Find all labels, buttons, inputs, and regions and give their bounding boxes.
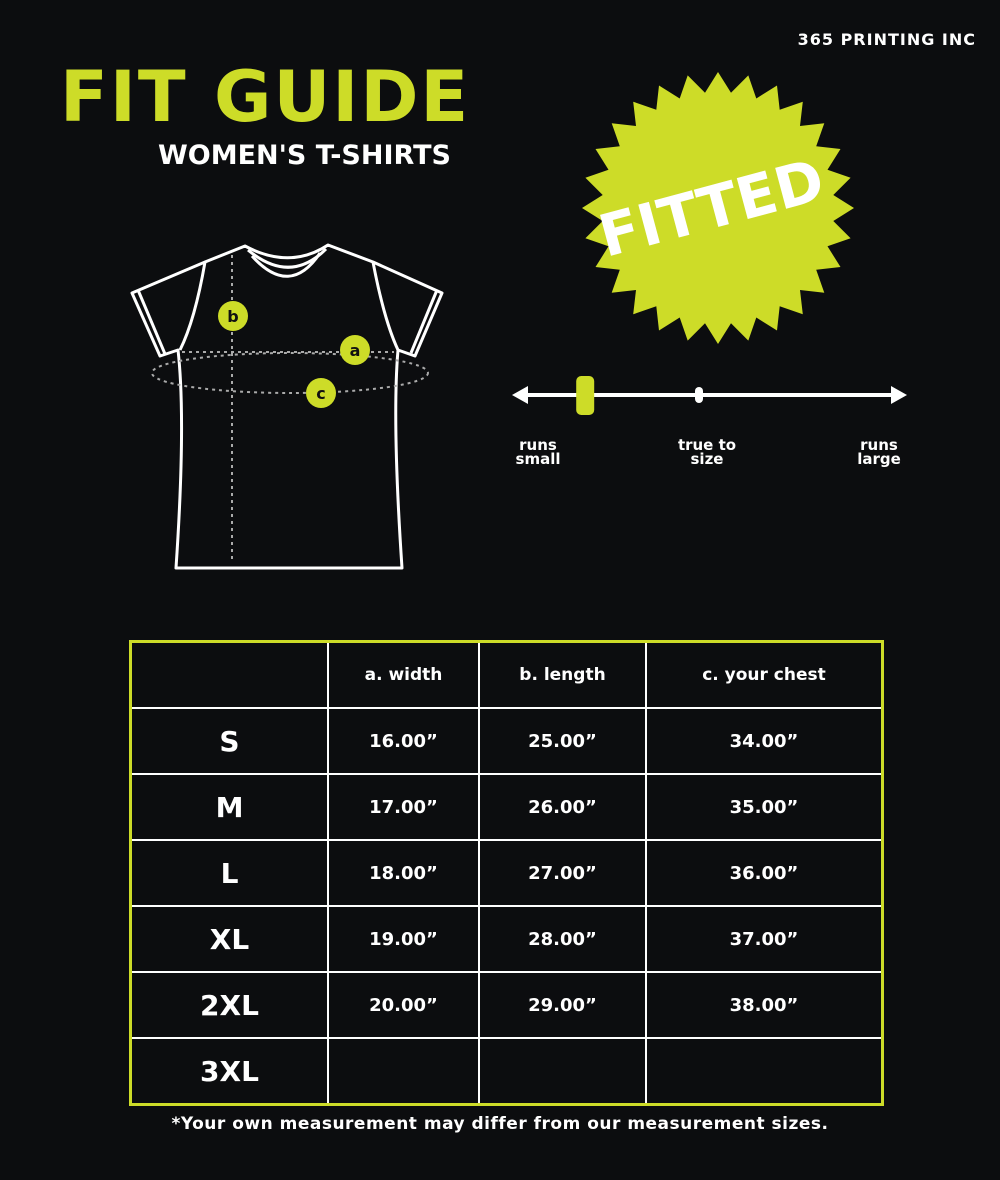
size-cell: 2XL bbox=[129, 971, 329, 1039]
width-cell: 17.00” bbox=[326, 773, 481, 841]
svg-text:a: a bbox=[350, 341, 361, 360]
illustrations: b a c FITTED bbox=[130, 72, 907, 570]
table-row: 2XL 20.00” 29.00” 38.00” bbox=[129, 971, 884, 1039]
table-row: M 17.00” 26.00” 35.00” bbox=[129, 773, 884, 841]
svg-text:b: b bbox=[227, 307, 238, 326]
measurement-note: *Your own measurement may differ from ou… bbox=[171, 1114, 829, 1134]
length-cell: 26.00” bbox=[478, 773, 647, 841]
width-cell: 20.00” bbox=[326, 971, 481, 1039]
header-width: a. width bbox=[326, 640, 481, 709]
size-cell: S bbox=[129, 707, 329, 775]
table-row: S 16.00” 25.00” 34.00” bbox=[129, 707, 884, 775]
length-cell: 28.00” bbox=[478, 905, 647, 973]
marker-a: a bbox=[340, 335, 370, 365]
length-cell: 25.00” bbox=[478, 707, 647, 775]
size-cell: M bbox=[129, 773, 329, 841]
svg-text:c: c bbox=[316, 384, 325, 403]
width-cell: 19.00” bbox=[326, 905, 481, 973]
fitted-badge-starburst bbox=[582, 72, 854, 344]
table-row: XL 19.00” 28.00” 37.00” bbox=[129, 905, 884, 973]
marker-c: c bbox=[306, 378, 336, 408]
label-runs-large: runs large bbox=[857, 436, 901, 468]
chest-cell: 34.00” bbox=[644, 707, 884, 775]
chest-cell: 37.00” bbox=[644, 905, 884, 973]
tshirt-diagram bbox=[130, 243, 444, 570]
length-cell: 29.00” bbox=[478, 971, 647, 1039]
header-length: b. length bbox=[478, 640, 647, 709]
brand-name: 365 PRINTING INC bbox=[797, 30, 976, 49]
true-to-size-tick bbox=[695, 387, 703, 403]
size-cell: 3XL bbox=[129, 1037, 329, 1106]
table-row: 3XL bbox=[129, 1037, 884, 1106]
table-row: L 18.00” 27.00” 36.00” bbox=[129, 839, 884, 907]
length-cell: 27.00” bbox=[478, 839, 647, 907]
size-cell: XL bbox=[129, 905, 329, 973]
page-subtitle: WOMEN'S T-SHIRTS bbox=[158, 140, 451, 171]
fit-level-marker bbox=[576, 376, 595, 415]
label-true-to-size: true to size bbox=[677, 436, 737, 468]
marker-b: b bbox=[218, 301, 248, 331]
table-header-row: a. width b. length c. your chest bbox=[129, 640, 884, 709]
header-size bbox=[129, 640, 329, 709]
page-title: FIT GUIDE bbox=[60, 56, 471, 138]
length-cell bbox=[478, 1037, 647, 1106]
size-chart-table: a. width b. length c. your chest S 16.00”… bbox=[129, 640, 884, 1106]
chest-cell: 36.00” bbox=[644, 839, 884, 907]
size-cell: L bbox=[129, 839, 329, 907]
header-chest: c. your chest bbox=[644, 640, 884, 709]
fit-scale bbox=[512, 376, 907, 415]
arrow-right-icon bbox=[891, 386, 907, 404]
arrow-left-icon bbox=[512, 386, 528, 404]
chest-cell: 35.00” bbox=[644, 773, 884, 841]
chest-cell: 38.00” bbox=[644, 971, 884, 1039]
chest-cell bbox=[644, 1037, 884, 1106]
width-cell: 18.00” bbox=[326, 839, 481, 907]
label-runs-small: runs small bbox=[515, 436, 561, 468]
width-cell bbox=[326, 1037, 481, 1106]
width-cell: 16.00” bbox=[326, 707, 481, 775]
